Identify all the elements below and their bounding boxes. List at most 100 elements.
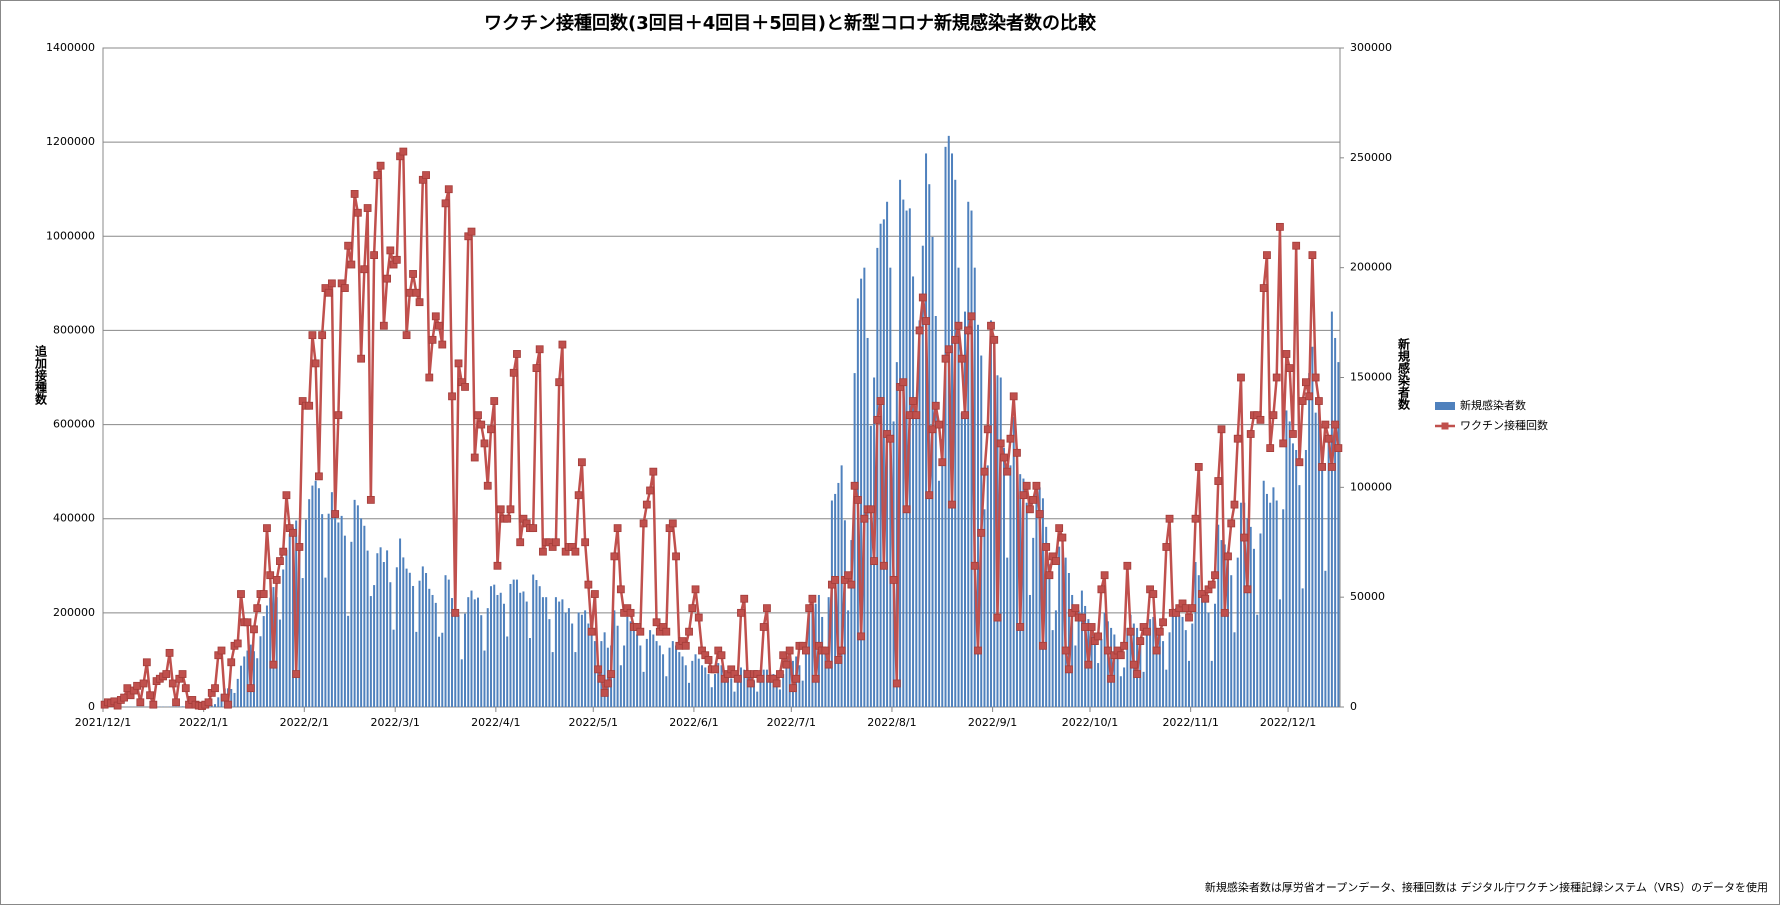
marker	[1207, 580, 1216, 589]
bar	[356, 505, 359, 707]
bar	[756, 691, 759, 707]
bar	[233, 692, 236, 707]
bar	[314, 480, 317, 707]
bar	[584, 610, 587, 707]
y2-tick-label: 100000	[1350, 480, 1392, 493]
marker	[1019, 491, 1028, 500]
bar	[1123, 667, 1126, 707]
bar	[1028, 594, 1031, 707]
bar	[989, 320, 992, 707]
marker	[269, 660, 278, 669]
marker	[558, 340, 567, 349]
bar	[1207, 612, 1210, 707]
bar	[493, 584, 496, 707]
marker	[1149, 590, 1158, 598]
bar	[230, 688, 233, 707]
marker	[470, 453, 479, 462]
bar	[1061, 544, 1064, 707]
marker	[646, 486, 654, 495]
marker	[1162, 543, 1171, 551]
bar	[1210, 660, 1213, 707]
legend-swatch	[1435, 402, 1455, 410]
bar	[1204, 597, 1207, 707]
bar	[181, 706, 184, 707]
bar	[947, 135, 950, 707]
bar	[317, 488, 320, 707]
marker	[139, 679, 148, 688]
bar	[262, 616, 265, 707]
bar	[499, 592, 502, 707]
marker	[779, 651, 788, 660]
bar	[1084, 605, 1087, 707]
marker	[516, 538, 525, 547]
bar	[726, 671, 729, 707]
marker	[1029, 495, 1038, 504]
marker	[477, 420, 486, 429]
marker	[1126, 627, 1135, 636]
marker	[1269, 411, 1278, 420]
bar	[1006, 557, 1009, 707]
bar	[395, 567, 398, 707]
marker	[1214, 477, 1223, 485]
bar	[1165, 669, 1168, 707]
marker	[571, 547, 580, 556]
marker	[344, 241, 353, 250]
marker	[737, 608, 745, 617]
marker	[276, 557, 284, 565]
marker	[308, 331, 317, 340]
bar	[327, 513, 330, 707]
bar	[301, 578, 304, 707]
bar	[772, 674, 775, 707]
bar	[1054, 610, 1057, 707]
marker	[1022, 481, 1031, 490]
marker	[853, 495, 862, 504]
x-tick-label: 2021/12/1	[75, 716, 131, 729]
marker	[587, 627, 596, 636]
y-tick-label: 200000	[53, 606, 95, 619]
marker	[366, 495, 375, 504]
marker	[808, 594, 817, 603]
marker	[990, 335, 999, 344]
marker	[539, 547, 547, 556]
marker	[1282, 350, 1291, 358]
bar	[1304, 449, 1307, 707]
y2-tick-label: 250000	[1350, 151, 1392, 164]
bar	[1194, 562, 1197, 707]
marker	[1071, 604, 1080, 613]
marker	[305, 401, 314, 410]
marker	[552, 538, 560, 547]
marker	[259, 590, 268, 598]
bar	[876, 247, 879, 707]
bar	[954, 179, 957, 708]
bar	[964, 311, 967, 707]
bar	[1298, 485, 1301, 707]
bar	[600, 641, 603, 707]
bar	[577, 612, 580, 707]
bar	[944, 146, 947, 708]
bar	[1311, 346, 1314, 707]
marker	[928, 425, 937, 434]
bar	[1201, 583, 1204, 707]
marker	[266, 571, 275, 580]
bar	[554, 597, 557, 707]
bar	[840, 465, 843, 707]
marker	[181, 684, 190, 693]
bar	[1025, 502, 1028, 707]
marker	[889, 576, 898, 584]
marker	[938, 458, 947, 467]
marker	[733, 674, 742, 683]
bar	[1145, 634, 1148, 707]
y2-tick-label: 150000	[1350, 371, 1392, 384]
bar	[769, 674, 772, 707]
marker	[133, 681, 141, 690]
marker	[1055, 524, 1064, 533]
bar	[246, 650, 249, 707]
marker	[353, 208, 362, 217]
marker	[467, 227, 476, 236]
marker	[879, 561, 888, 570]
bar	[636, 634, 639, 707]
marker	[746, 679, 755, 688]
marker	[509, 368, 518, 377]
bar	[1317, 403, 1320, 707]
marker	[1227, 519, 1236, 528]
